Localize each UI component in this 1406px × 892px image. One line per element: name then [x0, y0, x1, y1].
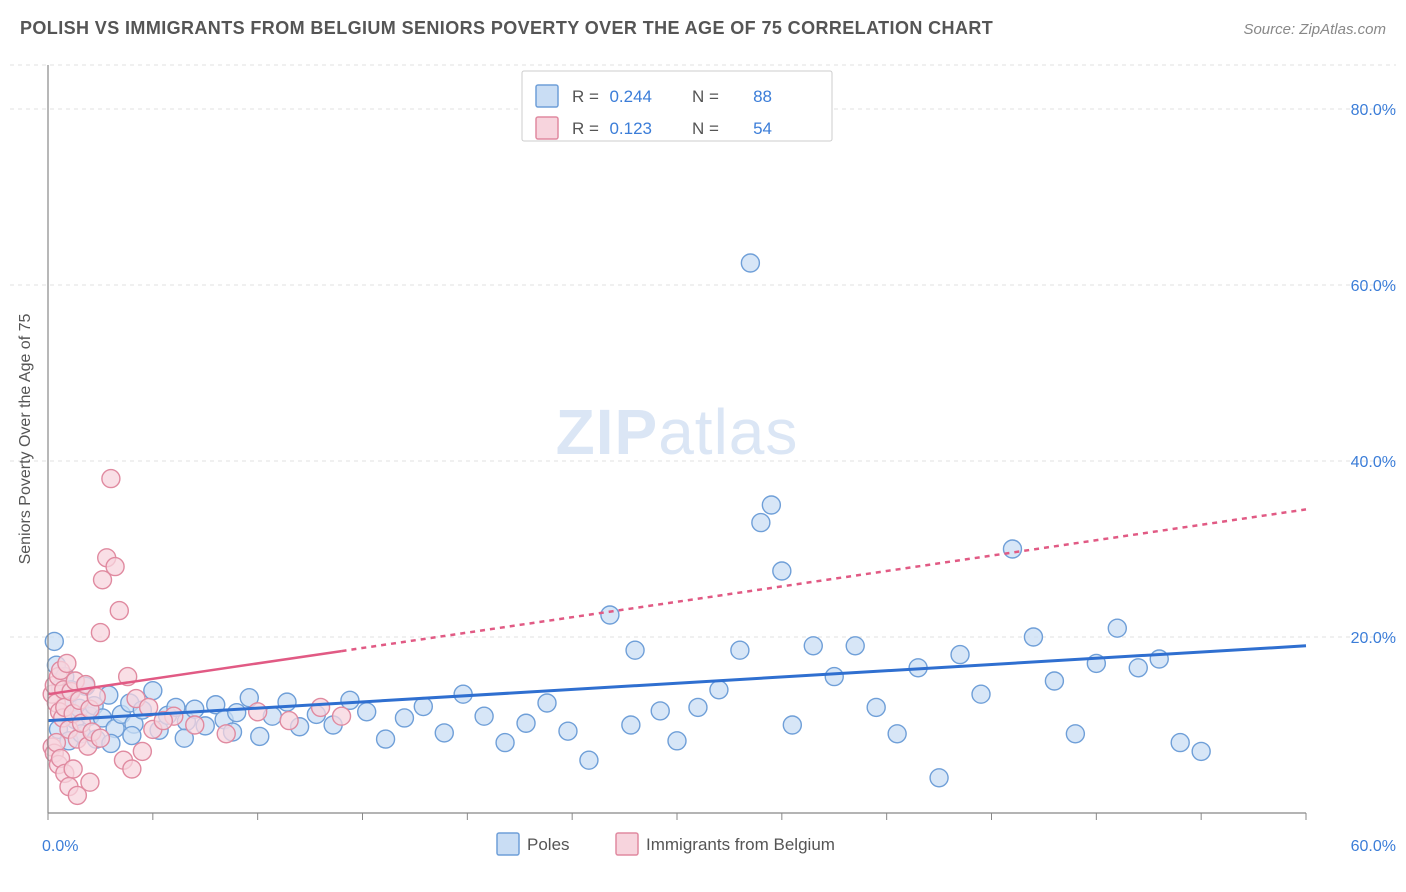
svg-text:88: 88 — [753, 87, 772, 106]
chart-title: POLISH VS IMMIGRANTS FROM BELGIUM SENIOR… — [20, 18, 993, 39]
svg-text:40.0%: 40.0% — [1351, 454, 1396, 471]
correlation-chart: 20.0% 40.0% 60.0% 80.0% ZIPatlas 0.0% 60.0% Sen… — [0, 43, 1406, 873]
svg-text:ZIPatlas: ZIPatlas — [556, 396, 799, 468]
svg-text:60.0%: 60.0% — [1351, 838, 1396, 855]
source-attribution: Source: ZipAtlas.com — [1243, 21, 1386, 38]
svg-text:R =: R = — [572, 119, 599, 138]
chart-svg: 20.0% 40.0% 60.0% 80.0% ZIPatlas 0.0% 60.0% Sen… — [0, 43, 1406, 873]
svg-text:0.123: 0.123 — [609, 119, 652, 138]
svg-text:0.0%: 0.0% — [42, 838, 78, 855]
svg-text:54: 54 — [753, 119, 772, 138]
svg-text:N =: N = — [692, 87, 719, 106]
series-poles — [45, 254, 1210, 787]
chart-header: POLISH VS IMMIGRANTS FROM BELGIUM SENIOR… — [0, 0, 1406, 43]
svg-text:Poles: Poles — [527, 835, 570, 854]
svg-text:0.244: 0.244 — [609, 87, 652, 106]
stats-legend: R = 0.244 N = 88 R = 0.123 N = 54 — [522, 71, 832, 141]
svg-text:60.0%: 60.0% — [1351, 278, 1396, 295]
svg-text:80.0%: 80.0% — [1351, 102, 1396, 119]
svg-text:20.0%: 20.0% — [1351, 630, 1396, 647]
svg-text:N =: N = — [692, 119, 719, 138]
svg-text:R =: R = — [572, 87, 599, 106]
svg-text:Immigrants from Belgium: Immigrants from Belgium — [646, 835, 835, 854]
series-legend: Poles Immigrants from Belgium — [497, 833, 835, 855]
svg-text:Seniors Poverty Over the Age o: Seniors Poverty Over the Age of 75 — [17, 314, 34, 565]
